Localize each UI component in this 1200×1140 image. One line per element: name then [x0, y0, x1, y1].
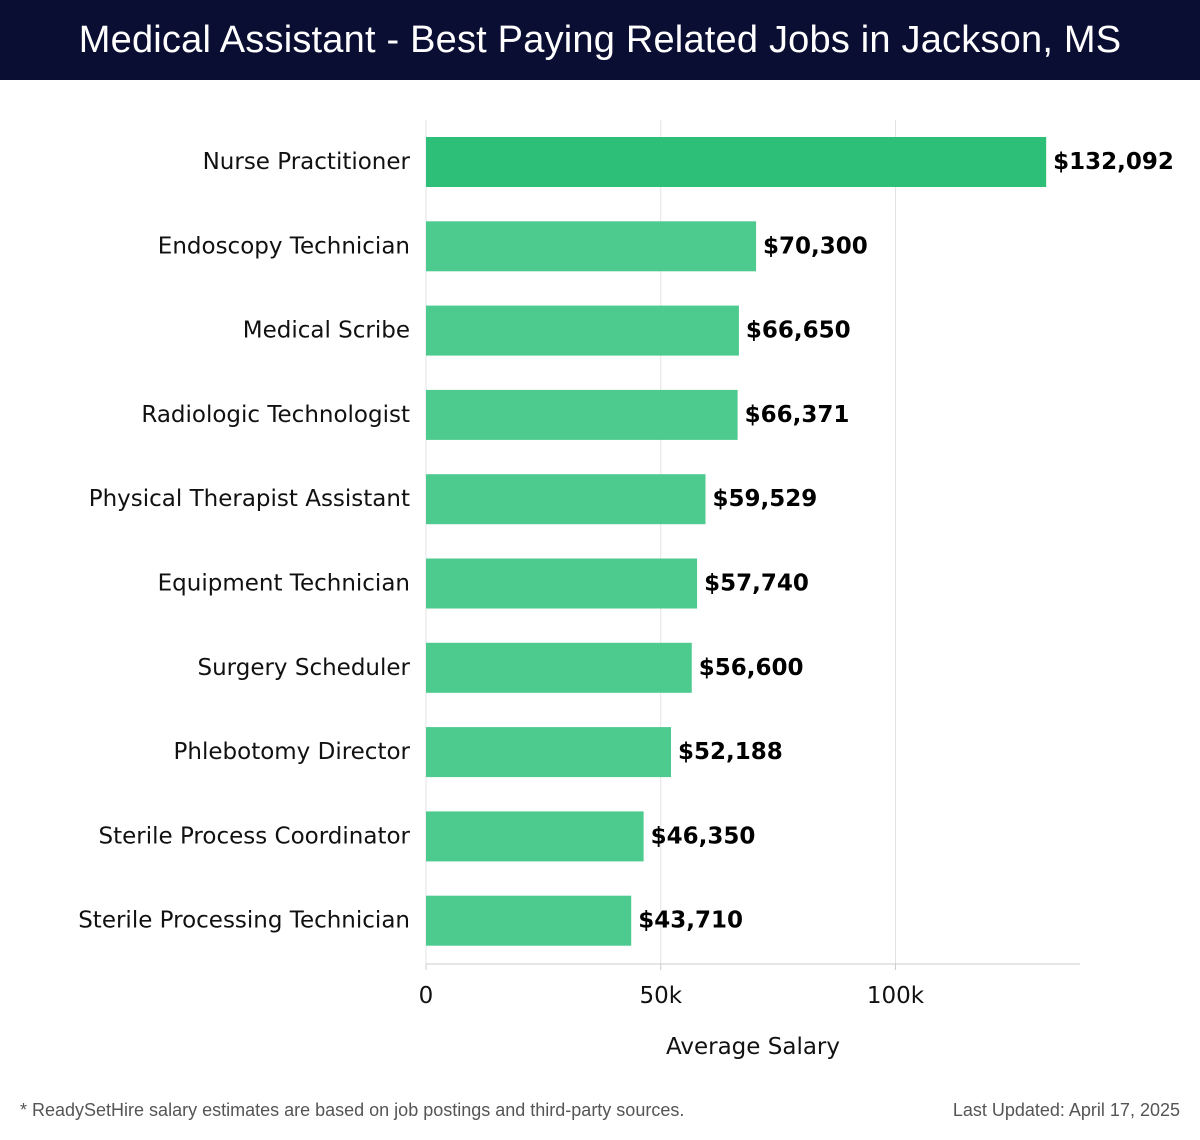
- category-label: Endoscopy Technician: [158, 233, 410, 259]
- category-label: Radiologic Technologist: [141, 402, 410, 428]
- value-label: $132,092: [1053, 149, 1174, 175]
- x-axis-title: Average Salary: [666, 1034, 840, 1060]
- x-tick-label: 50k: [639, 983, 682, 1009]
- category-label: Nurse Practitioner: [203, 149, 411, 175]
- value-label: $57,740: [704, 571, 809, 597]
- category-label: Medical Scribe: [243, 318, 410, 344]
- value-label: $66,650: [746, 318, 851, 344]
- bar: [426, 305, 739, 356]
- bar: [426, 811, 644, 862]
- bar: [426, 137, 1047, 187]
- category-label: Phlebotomy Director: [174, 739, 411, 765]
- value-label: $56,600: [699, 655, 804, 681]
- bar: [426, 642, 692, 693]
- category-label: Equipment Technician: [158, 571, 410, 597]
- bar: [426, 474, 706, 525]
- category-label: Surgery Scheduler: [197, 655, 410, 681]
- value-label: $46,350: [651, 823, 756, 849]
- x-tick-label: 0: [419, 983, 434, 1009]
- value-label: $59,529: [712, 486, 817, 512]
- value-label: $70,300: [763, 233, 868, 259]
- x-tick-label: 100k: [867, 983, 925, 1009]
- category-label: Physical Therapist Assistant: [89, 486, 410, 512]
- bar: [426, 221, 757, 272]
- category-label: Sterile Processing Technician: [78, 908, 410, 934]
- footer-note: * ReadySetHire salary estimates are base…: [20, 1100, 685, 1120]
- bar: [426, 727, 672, 778]
- bar: [426, 895, 632, 946]
- value-label: $52,188: [678, 739, 783, 765]
- chart-header: Medical Assistant - Best Paying Related …: [0, 0, 1200, 80]
- last-updated: Last Updated: April 17, 2025: [952, 1100, 1180, 1120]
- bar: [426, 558, 698, 609]
- bar-chart: Nurse Practitioner $132,092 Endoscopy Tech…: [78, 120, 1174, 1060]
- value-label: $66,371: [745, 402, 850, 428]
- chart-title: Medical Assistant - Best Paying Related …: [78, 18, 1122, 61]
- value-label: $43,710: [638, 908, 743, 934]
- bar: [426, 389, 738, 440]
- category-label: Sterile Process Coordinator: [99, 823, 411, 849]
